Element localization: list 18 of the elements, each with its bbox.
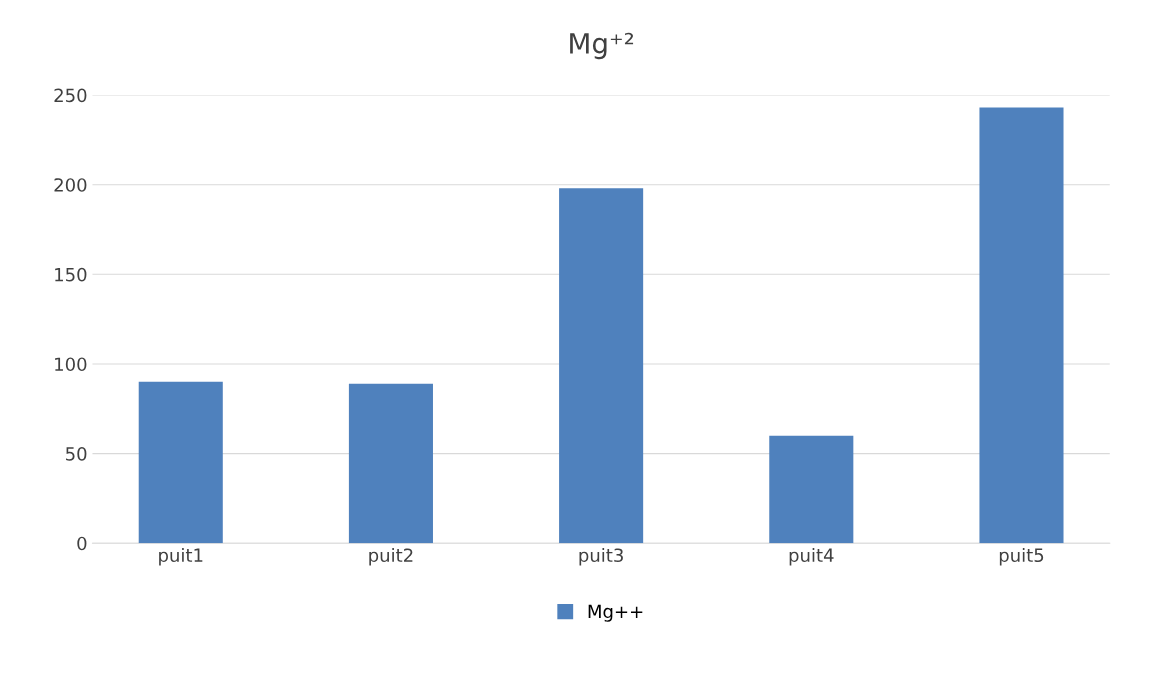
y-tick-label: 100 <box>55 357 87 372</box>
y-tick-label: 200 <box>54 178 87 192</box>
bar <box>138 381 223 544</box>
chart-title: Mg⁺² <box>570 32 634 60</box>
x-tick-label: puit2 <box>369 548 413 566</box>
legend-label: Mg++ <box>588 604 643 622</box>
bar <box>769 435 854 544</box>
y-tick-label: 150 <box>55 267 87 282</box>
x-tick-label: puit3 <box>579 548 623 566</box>
bar <box>979 107 1064 544</box>
bar <box>348 383 433 544</box>
x-tick-label: puit4 <box>789 548 834 566</box>
y-tick-label: 50 <box>66 447 87 461</box>
x-tick-label: puit5 <box>999 548 1044 566</box>
y-tick-label: 0 <box>77 536 87 551</box>
y-tick-label: 250 <box>54 88 87 103</box>
x-tick-label: puit1 <box>159 548 203 566</box>
bar <box>559 188 644 544</box>
